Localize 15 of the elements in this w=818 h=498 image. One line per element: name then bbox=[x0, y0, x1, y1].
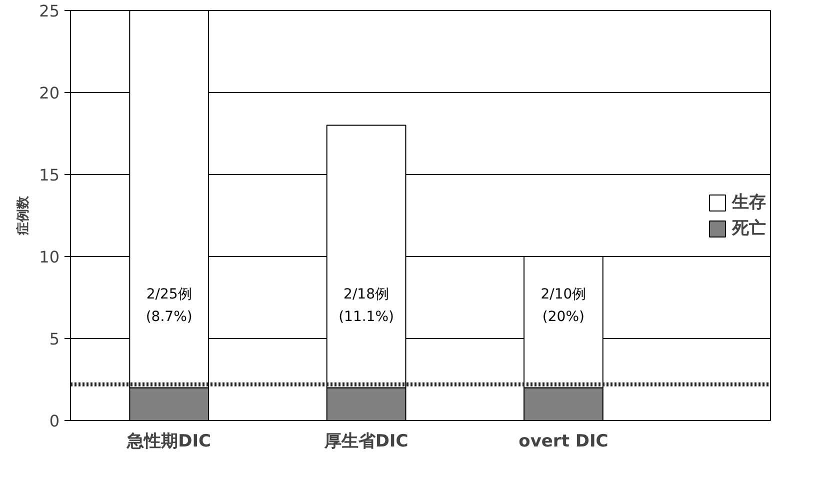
y-tick-label: 10 bbox=[39, 248, 60, 266]
annotation: 2/18例 (11.1%) bbox=[338, 286, 394, 325]
annotation: 2/25例 (8.7%) bbox=[146, 286, 192, 325]
x-tick-label: 厚生省DIC bbox=[323, 432, 408, 452]
y-tick-label: 5 bbox=[49, 330, 60, 348]
legend-label: 生存 bbox=[732, 192, 766, 214]
y-axis-title: 症例数 bbox=[15, 195, 32, 236]
legend-label: 死亡 bbox=[732, 218, 766, 240]
y-tick-label: 0 bbox=[49, 412, 60, 430]
x-tick-label: 急性期DIC bbox=[126, 432, 212, 452]
annotation: 2/10例 (20%) bbox=[540, 286, 586, 325]
y-tick-label: 15 bbox=[39, 166, 60, 184]
y-tick-label: 20 bbox=[39, 84, 60, 102]
x-tick-label: overt DIC bbox=[518, 432, 608, 452]
y-tick-label: 25 bbox=[39, 2, 60, 20]
